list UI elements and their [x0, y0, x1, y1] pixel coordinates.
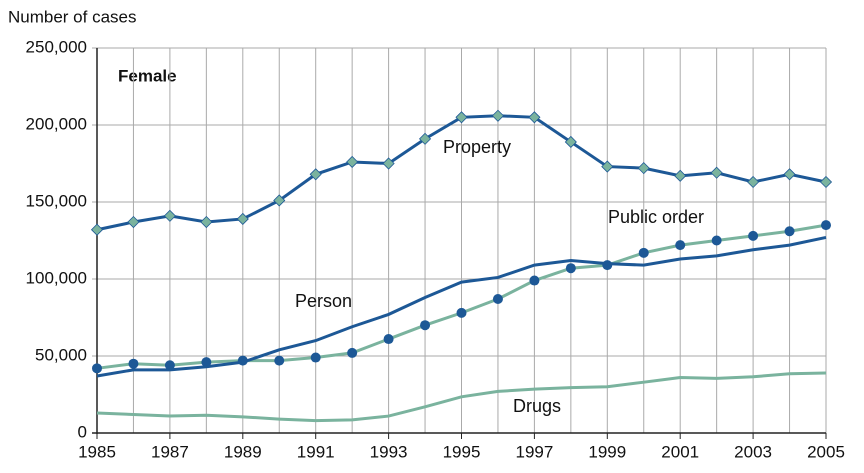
- marker: [747, 175, 760, 189]
- marker: [784, 226, 795, 237]
- marker: [347, 347, 358, 358]
- series-label: Person: [295, 291, 352, 311]
- x-tick-label: 1995: [443, 442, 481, 461]
- x-tick-label: 1991: [297, 442, 335, 461]
- y-axis-label: Number of cases: [8, 7, 137, 26]
- x-tick-label: 2001: [661, 442, 699, 461]
- marker: [309, 168, 322, 181]
- marker: [711, 235, 722, 246]
- marker: [236, 212, 249, 226]
- marker: [492, 294, 503, 305]
- y-tick-label: 250,000: [26, 37, 87, 56]
- series-line: [96, 235, 827, 378]
- series-label: Property: [443, 137, 511, 157]
- series-label: Public order: [608, 207, 704, 227]
- marker: [420, 320, 431, 331]
- marker: [783, 168, 796, 181]
- marker: [565, 263, 576, 274]
- marker: [491, 109, 505, 122]
- marker: [127, 215, 140, 229]
- series-label: Drugs: [513, 396, 561, 416]
- marker: [92, 363, 102, 374]
- marker: [675, 240, 686, 251]
- marker: [201, 357, 212, 368]
- marker: [748, 230, 759, 241]
- x-tick-label: 1993: [370, 442, 408, 461]
- annotation: Female: [118, 66, 177, 85]
- x-tick-label: 2005: [807, 442, 845, 461]
- x-tick-label: 1999: [588, 442, 626, 461]
- marker: [710, 166, 723, 179]
- marker: [564, 135, 577, 149]
- marker: [637, 162, 650, 175]
- x-tick-label: 1985: [78, 442, 116, 461]
- marker: [200, 215, 213, 229]
- marker: [273, 194, 286, 207]
- marker: [90, 223, 104, 236]
- x-tick-label: 2003: [734, 442, 772, 461]
- marker: [163, 209, 176, 222]
- y-tick-label: 100,000: [26, 268, 87, 287]
- x-tick-label: 1997: [515, 442, 553, 461]
- marker: [164, 360, 175, 371]
- marker: [819, 175, 833, 189]
- marker: [310, 352, 321, 363]
- marker: [638, 247, 649, 258]
- marker: [274, 355, 285, 366]
- x-tick-label: 1987: [151, 442, 189, 461]
- y-tick-label: 0: [78, 422, 87, 441]
- series-line: [96, 371, 827, 423]
- marker: [346, 155, 359, 169]
- marker: [529, 275, 540, 286]
- marker: [601, 160, 614, 173]
- marker: [456, 307, 467, 318]
- marker: [821, 220, 831, 231]
- y-tick-label: 50,000: [35, 345, 87, 364]
- marker: [674, 169, 687, 182]
- marker: [528, 111, 541, 124]
- marker: [455, 111, 468, 124]
- marker: [382, 157, 395, 170]
- y-tick-label: 150,000: [26, 191, 87, 210]
- x-tick-label: 1989: [224, 442, 262, 461]
- y-tick-label: 200,000: [26, 114, 87, 133]
- marker: [128, 358, 139, 369]
- marker: [418, 132, 432, 145]
- marker: [383, 334, 394, 345]
